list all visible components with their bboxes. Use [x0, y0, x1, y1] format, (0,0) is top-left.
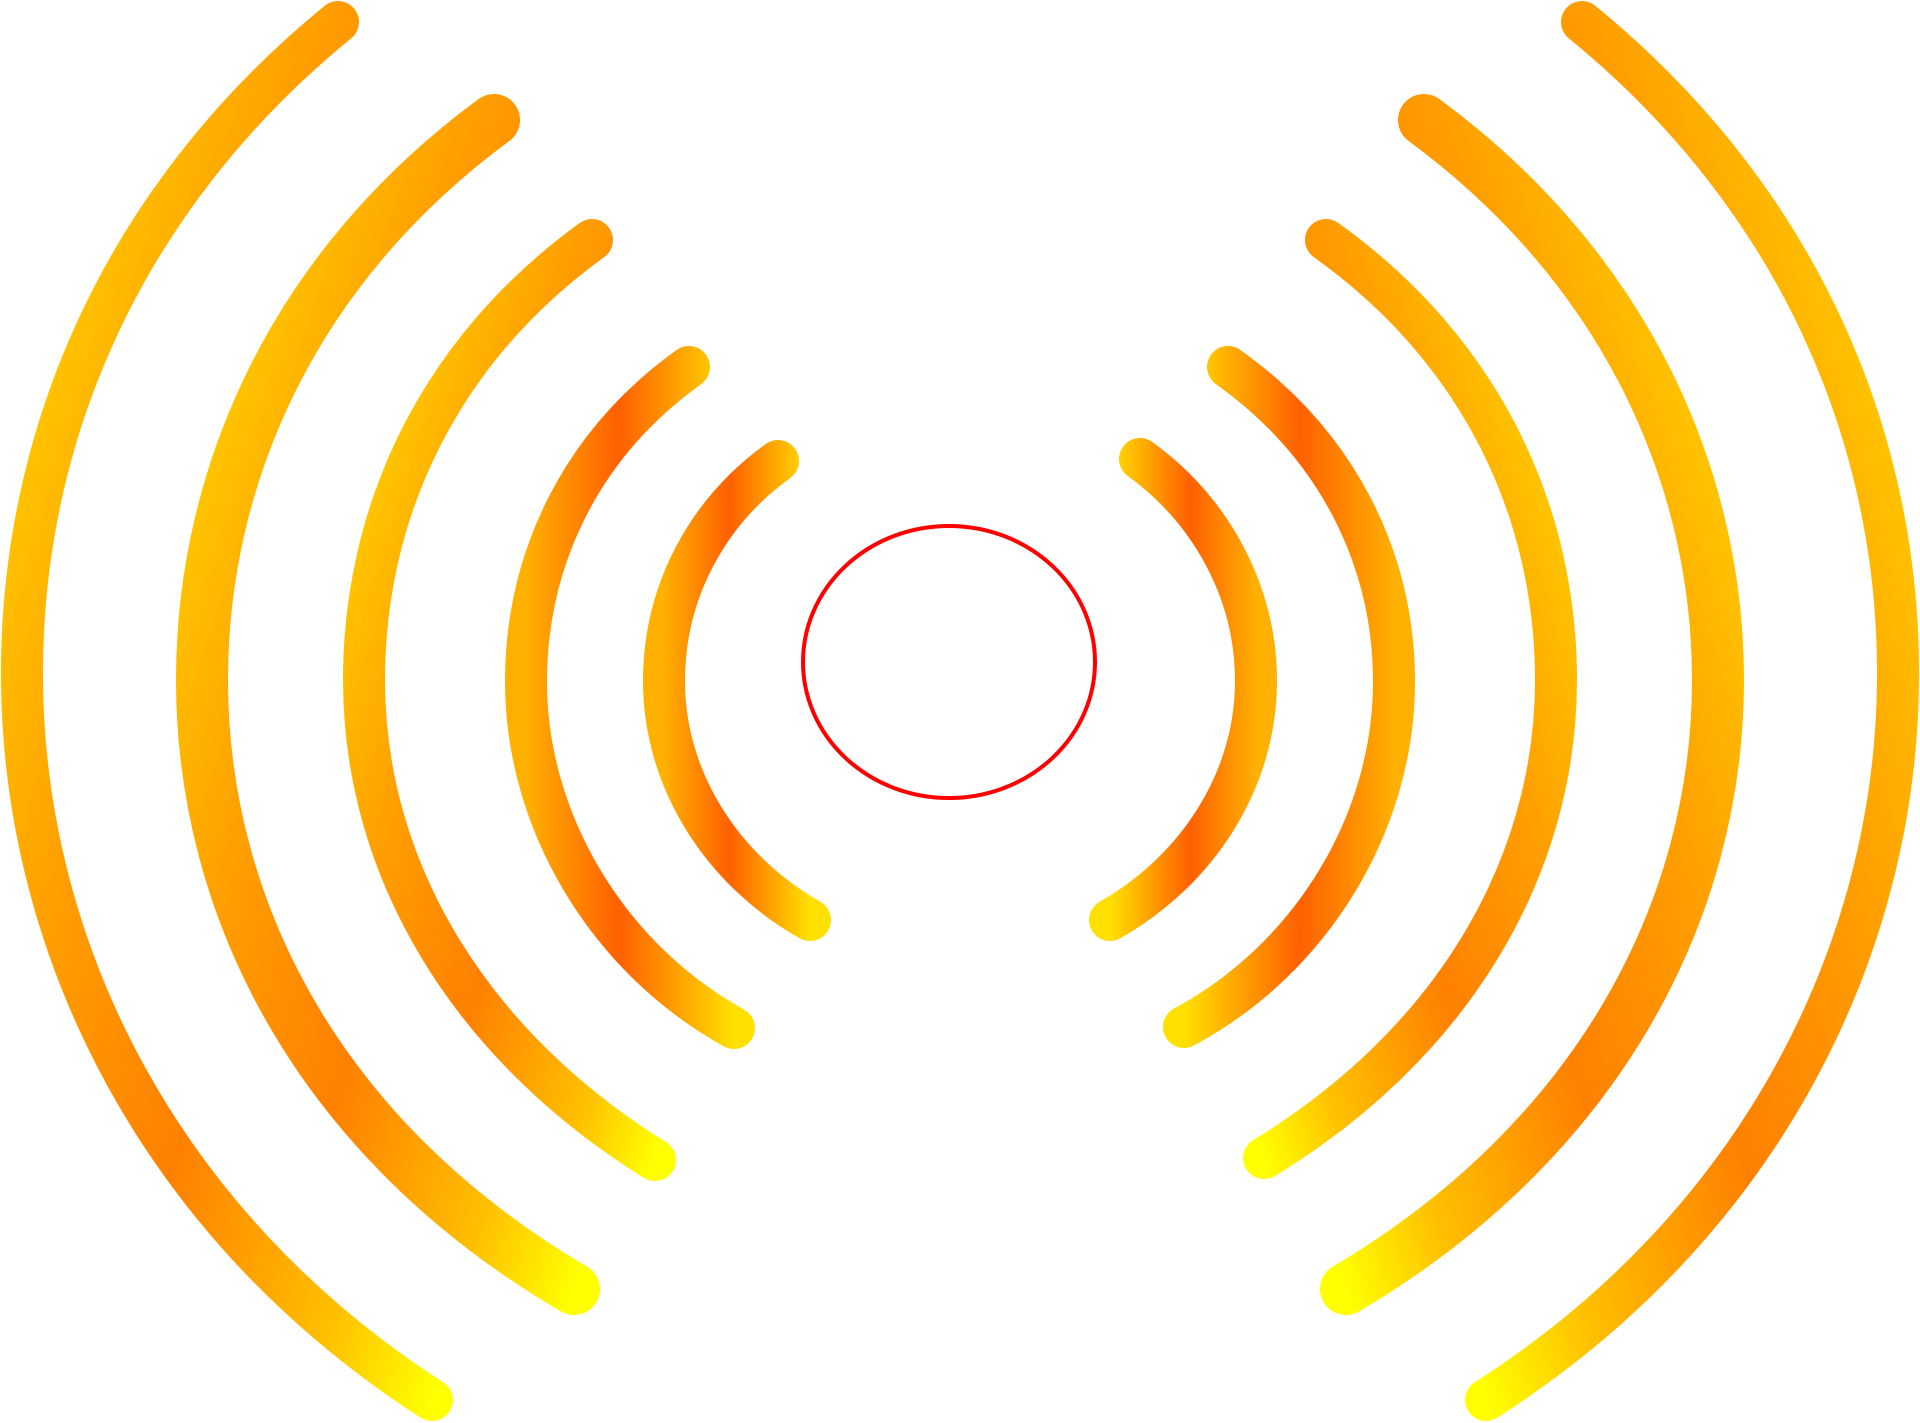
wave-right-1	[1465, 1, 1920, 1421]
wave-left-1	[0, 1, 453, 1421]
wave-right-4	[1163, 346, 1416, 1048]
wave-right-3	[1243, 219, 1578, 1179]
wave-left-2	[175, 94, 600, 1315]
signal-source-ring	[801, 524, 1097, 800]
wave-right-2	[1320, 94, 1745, 1315]
wave-left-5	[642, 440, 831, 941]
wave-left-4	[504, 346, 755, 1049]
wave-right-5	[1089, 438, 1278, 941]
wave-left-3	[342, 219, 676, 1181]
